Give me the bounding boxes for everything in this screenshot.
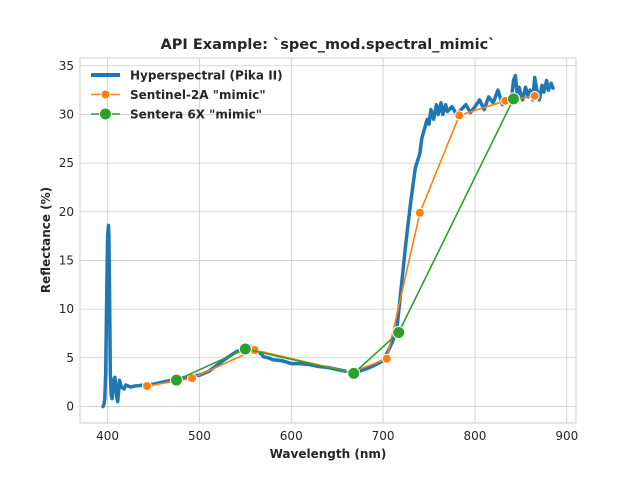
x-axis-label: Wavelength (nm): [270, 447, 387, 461]
y-tick-label: 20: [59, 205, 74, 219]
data-point: [142, 381, 153, 392]
x-tick-label: 500: [188, 429, 211, 443]
series-1: [101, 73, 555, 409]
chart-title: API Example: `spec_mod.spectral_mimic`: [161, 37, 496, 53]
data-point: [347, 366, 361, 380]
y-tick-label: 15: [59, 253, 74, 267]
plot-background: [80, 58, 576, 423]
x-tick-labels: 400 500 600 700 800 900: [96, 429, 578, 443]
data-point: [238, 342, 252, 356]
legend-label: Hyperspectral (Pika II): [130, 69, 283, 83]
y-tick-label: 5: [66, 351, 74, 365]
y-tick-label: 0: [66, 399, 74, 413]
grid: [80, 58, 576, 423]
data-point: [529, 90, 540, 101]
x-tick-label: 400: [96, 429, 119, 443]
legend-item: Hyperspectral (Pika II): [91, 69, 283, 83]
data-point: [454, 110, 465, 121]
y-tick-label: 30: [59, 107, 74, 121]
legend-label: Sentinel-2A "mimic": [130, 88, 266, 102]
legend: Hyperspectral (Pika II) Sentinel-2A "mimi…: [91, 69, 283, 122]
y-tick-label: 10: [59, 302, 74, 316]
x-tick-label: 700: [372, 429, 395, 443]
series-3: [169, 92, 521, 387]
data-point: [169, 373, 183, 387]
x-tick-label: 600: [280, 429, 303, 443]
data-point: [507, 92, 521, 106]
plot-frame: [79, 57, 577, 424]
y-tick-label: 25: [59, 156, 74, 170]
data-point: [392, 325, 406, 339]
legend-label: Sentera 6X "mimic": [130, 108, 262, 122]
series-layer: [101, 73, 555, 409]
y-tick-label: 35: [59, 59, 74, 73]
legend-item: Sentinel-2A "mimic": [91, 88, 266, 102]
series-line: [101, 73, 555, 409]
x-tick-label: 800: [464, 429, 487, 443]
data-point: [414, 207, 425, 218]
legend-marker: [99, 107, 112, 121]
legend-marker: [100, 89, 111, 100]
y-axis-label: Reflectance (%): [39, 187, 53, 293]
data-point: [381, 353, 392, 364]
y-tick-labels: 0 5 10 15 20 25 30 35: [59, 59, 74, 414]
x-tick-label: 900: [555, 429, 578, 443]
legend-item: Sentera 6X "mimic": [91, 107, 262, 122]
